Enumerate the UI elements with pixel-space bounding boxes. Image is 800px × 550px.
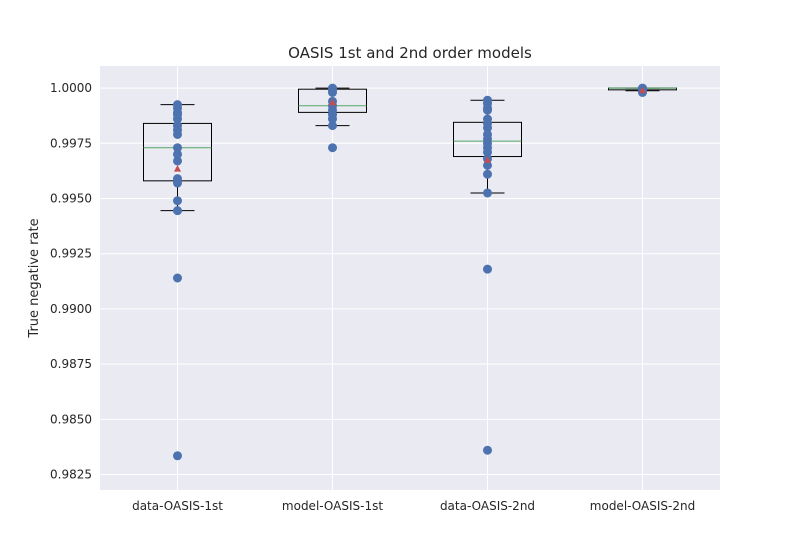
points-layer xyxy=(173,83,647,461)
chart-title: OASIS 1st and 2nd order models xyxy=(288,44,532,62)
data-point xyxy=(328,88,337,97)
y-axis-label: True negative rate xyxy=(27,218,42,338)
data-point xyxy=(173,143,182,153)
data-point xyxy=(483,147,492,157)
data-point xyxy=(483,160,492,170)
data-point xyxy=(483,169,492,179)
data-point xyxy=(483,188,492,198)
y-tick-label: 0.9950 xyxy=(50,192,92,206)
data-point xyxy=(173,114,182,124)
data-point xyxy=(483,445,492,455)
data-point xyxy=(328,121,337,131)
data-point xyxy=(328,114,337,124)
mean-marker xyxy=(173,165,182,172)
y-tick-label: 0.9875 xyxy=(50,357,92,371)
mean-marker xyxy=(638,86,647,94)
y-axis-ticks: 0.9825 0.9850 0.9875 0.9900 0.9925 0.9950 0.99… xyxy=(50,81,92,481)
y-tick-label: 0.9975 xyxy=(50,136,92,150)
data-point xyxy=(173,178,182,188)
data-point xyxy=(173,129,182,139)
data-point xyxy=(483,264,492,274)
data-point xyxy=(173,149,182,159)
x-tick-label: model-OASIS-1st xyxy=(282,499,383,513)
y-tick-label: 0.9900 xyxy=(50,302,92,316)
y-tick-label: 0.9825 xyxy=(50,468,92,482)
mean-marker xyxy=(483,156,492,163)
y-tick-label: 1.0000 xyxy=(50,81,92,95)
mean-marker xyxy=(328,98,337,106)
y-tick-label: 0.9925 xyxy=(50,247,92,261)
x-tick-label: data-OASIS-2nd xyxy=(440,499,535,513)
data-point xyxy=(173,451,182,461)
y-tick-label: 0.9850 xyxy=(50,412,92,426)
x-tick-label: model-OASIS-2nd xyxy=(590,499,695,513)
data-point xyxy=(173,206,182,216)
data-point xyxy=(483,105,492,115)
x-tick-label: data-OASIS-1st xyxy=(132,499,223,513)
plot-area-background xyxy=(100,66,720,490)
x-axis-ticks: data-OASIS-1st model-OASIS-1st data-OASIS-… xyxy=(132,499,695,513)
data-point xyxy=(328,143,337,153)
data-point xyxy=(173,196,182,206)
data-point xyxy=(173,273,182,283)
data-point xyxy=(173,156,182,166)
data-point xyxy=(483,123,492,133)
